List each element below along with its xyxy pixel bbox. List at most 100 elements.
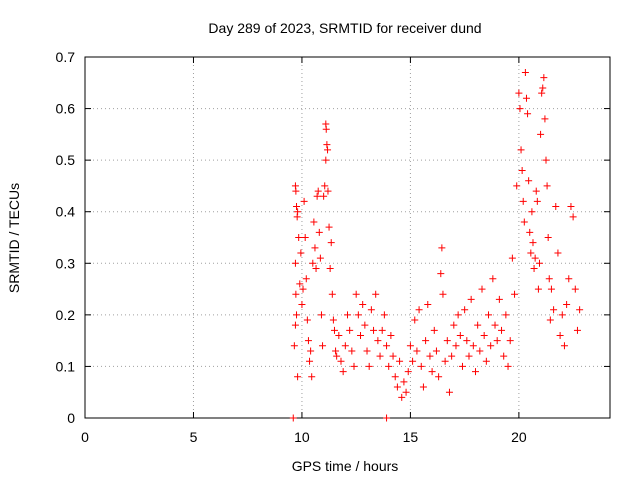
data-point xyxy=(302,275,310,283)
data-point xyxy=(438,244,446,252)
data-point xyxy=(538,89,546,97)
data-point xyxy=(539,84,547,92)
y-tick-label: 0.1 xyxy=(56,358,76,374)
data-point xyxy=(295,234,303,241)
data-point xyxy=(471,368,479,376)
data-point xyxy=(495,295,503,303)
data-point xyxy=(341,342,349,350)
chart-title: Day 289 of 2023, SRMTID for receiver dun… xyxy=(208,20,481,36)
data-point xyxy=(307,347,315,355)
data-point xyxy=(456,331,464,339)
data-point xyxy=(298,301,306,309)
data-point xyxy=(344,311,351,319)
data-point xyxy=(454,311,462,319)
data-point xyxy=(489,275,497,283)
data-point xyxy=(498,326,506,334)
data-point xyxy=(448,352,456,360)
data-point xyxy=(376,352,384,360)
data-point xyxy=(504,362,512,370)
data-point xyxy=(325,223,333,231)
data-point xyxy=(526,228,534,236)
data-point xyxy=(303,316,311,324)
data-point xyxy=(560,342,568,350)
data-point xyxy=(424,301,432,309)
data-point xyxy=(515,89,523,97)
data-point xyxy=(525,177,533,185)
data-point xyxy=(306,357,314,365)
data-point xyxy=(518,166,526,174)
data-point xyxy=(439,290,447,298)
data-point xyxy=(535,259,543,267)
data-point xyxy=(323,141,331,149)
data-point xyxy=(465,352,473,360)
data-point xyxy=(458,362,466,370)
data-point xyxy=(380,311,388,319)
data-point xyxy=(339,368,347,376)
data-point xyxy=(320,192,328,200)
data-point xyxy=(301,234,309,241)
data-point xyxy=(311,244,319,252)
data-point xyxy=(422,337,430,345)
data-point xyxy=(335,331,343,339)
data-point xyxy=(542,156,550,164)
data-point xyxy=(396,357,404,365)
data-point xyxy=(529,239,537,247)
data-point xyxy=(543,182,551,190)
data-point xyxy=(296,280,304,288)
data-point xyxy=(313,192,321,200)
data-point xyxy=(419,383,427,391)
x-tick-label: 15 xyxy=(403,429,419,445)
data-point xyxy=(393,383,401,391)
data-point xyxy=(443,337,451,345)
data-point xyxy=(524,110,532,118)
y-tick-label: 0 xyxy=(67,410,75,426)
data-point xyxy=(502,311,510,319)
data-point xyxy=(500,352,508,360)
data-point xyxy=(321,182,329,190)
data-point xyxy=(402,388,410,396)
data-point xyxy=(554,249,562,257)
data-point xyxy=(332,347,340,355)
data-point xyxy=(352,290,360,298)
data-point xyxy=(315,228,323,236)
data-point xyxy=(482,357,490,365)
data-point xyxy=(430,326,438,334)
data-point xyxy=(290,342,298,350)
data-point xyxy=(480,331,488,339)
data-point xyxy=(474,321,482,329)
data-point xyxy=(391,373,399,381)
data-point xyxy=(324,146,332,154)
data-point xyxy=(294,208,302,216)
data-point xyxy=(374,337,382,345)
data-point xyxy=(324,187,332,195)
data-point xyxy=(521,68,529,76)
y-tick-label: 0.6 xyxy=(56,101,76,117)
data-point xyxy=(383,342,391,350)
data-point xyxy=(359,301,367,309)
data-point xyxy=(516,105,524,113)
x-tick-label: 0 xyxy=(81,429,89,445)
data-point xyxy=(513,182,521,190)
data-point xyxy=(312,264,320,272)
data-point xyxy=(558,311,566,319)
data-point xyxy=(411,316,419,324)
data-point xyxy=(400,378,408,386)
data-point xyxy=(544,234,552,241)
data-point xyxy=(550,306,558,314)
data-point xyxy=(435,373,443,381)
x-tick-label: 10 xyxy=(294,429,310,445)
y-tick-label: 0.2 xyxy=(56,307,76,323)
data-point xyxy=(289,414,297,422)
y-tick-label: 0.4 xyxy=(56,204,76,220)
data-point xyxy=(415,306,423,314)
data-point xyxy=(299,285,307,293)
data-point xyxy=(385,362,393,370)
data-point xyxy=(300,197,308,205)
tick-labels: 0 0.1 0.2 0.3 0.4 0.5 0.6 0.7 0 5 10 15 20 xyxy=(56,49,527,445)
data-point xyxy=(508,254,516,262)
data-point xyxy=(437,270,445,278)
x-tick-label: 20 xyxy=(511,429,527,445)
data-point xyxy=(469,342,477,350)
data-points xyxy=(289,68,584,422)
